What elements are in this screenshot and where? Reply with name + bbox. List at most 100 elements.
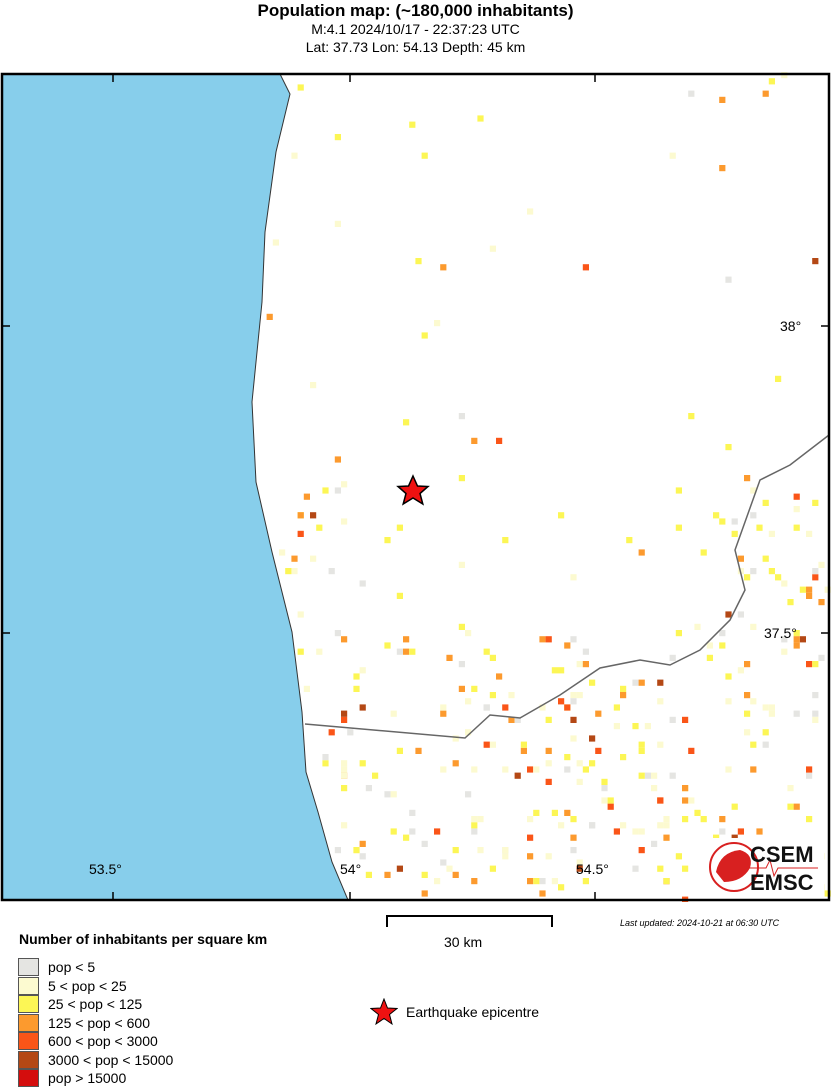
population-cell	[750, 512, 757, 519]
population-cell	[409, 828, 416, 835]
population-cell	[471, 437, 478, 444]
population-cell	[719, 828, 726, 835]
population-cell	[818, 599, 825, 606]
population-cell	[527, 853, 534, 860]
epicentre-star-icon[interactable]	[396, 474, 430, 506]
population-cell	[297, 512, 304, 519]
population-cell	[334, 134, 341, 141]
population-cell	[775, 375, 782, 382]
population-cell	[551, 809, 558, 816]
population-cell	[787, 785, 794, 792]
population-cell	[489, 865, 496, 872]
population-cell	[725, 276, 732, 283]
population-cell	[719, 518, 726, 525]
population-cell	[403, 834, 410, 841]
population-cell	[502, 766, 509, 773]
population-cell	[514, 716, 521, 723]
population-cell	[682, 785, 689, 792]
population-cell	[744, 729, 751, 736]
population-cell	[663, 822, 670, 829]
population-cell	[384, 642, 391, 649]
event-info: M:4.1 2024/10/17 - 22:37:23 UTC	[311, 21, 520, 37]
legend-epicentre: Earthquake epicentre	[370, 998, 539, 1026]
population-cell	[545, 747, 552, 754]
lon-tick-label: 54.5°	[576, 861, 609, 877]
population-cell	[396, 592, 403, 599]
population-cell	[762, 499, 769, 506]
population-cell	[750, 698, 757, 705]
population-cell	[812, 692, 819, 699]
population-cell	[291, 568, 298, 575]
population-cell	[558, 512, 565, 519]
population-cell	[533, 809, 540, 816]
population-cell	[310, 382, 317, 389]
population-cell	[613, 704, 620, 711]
lat-tick-label: 37.5°	[764, 625, 797, 641]
population-cell	[396, 747, 403, 754]
population-cell	[737, 555, 744, 562]
population-cell	[421, 152, 428, 159]
population-cell	[620, 685, 627, 692]
population-cell	[589, 735, 596, 742]
population-cell	[477, 816, 484, 823]
population-map[interactable]	[0, 72, 831, 902]
population-cell	[719, 816, 726, 823]
population-cell	[452, 847, 459, 854]
population-cell	[570, 692, 577, 699]
population-cell	[316, 648, 323, 655]
population-cell	[291, 555, 298, 562]
population-cell	[694, 623, 701, 630]
population-cell	[322, 487, 329, 494]
population-cell	[576, 760, 583, 767]
lon-tick-label: 54°	[340, 861, 362, 877]
population-cell	[452, 871, 459, 878]
population-cell	[471, 685, 478, 692]
lon-tick-label: 53.5°	[89, 861, 122, 877]
population-cell	[471, 766, 478, 773]
population-cell	[812, 499, 819, 506]
population-cell	[793, 642, 800, 649]
population-cell	[700, 816, 707, 823]
legend-title: Number of inhabitants per square km	[19, 931, 268, 947]
population-cell	[700, 549, 707, 556]
population-cell	[310, 555, 317, 562]
population-cell	[744, 692, 751, 699]
population-cell	[638, 741, 645, 748]
population-cell	[607, 803, 614, 810]
population-cell	[353, 847, 360, 854]
population-cell	[657, 741, 664, 748]
population-cell	[483, 648, 490, 655]
population-cell	[533, 766, 540, 773]
population-cell	[626, 537, 633, 544]
population-cell	[806, 661, 813, 668]
population-cell	[551, 878, 558, 885]
population-cell	[688, 413, 695, 420]
population-cell	[731, 803, 738, 810]
population-cell	[452, 735, 459, 742]
population-cell	[589, 679, 596, 686]
population-cell	[316, 524, 323, 531]
population-cell	[669, 772, 676, 779]
population-cell	[520, 747, 527, 754]
svg-text:EMSC: EMSC	[750, 870, 814, 895]
population-cell	[781, 636, 788, 643]
population-cell	[719, 630, 726, 637]
population-cell	[806, 816, 813, 823]
population-cell	[582, 766, 589, 773]
population-cell	[756, 524, 763, 531]
population-cell	[750, 487, 757, 494]
population-cell	[793, 803, 800, 810]
population-cell	[452, 760, 459, 767]
population-cell	[793, 506, 800, 513]
population-cell	[359, 760, 366, 767]
population-cell	[421, 890, 428, 897]
population-cell	[415, 258, 422, 265]
population-cell	[303, 685, 310, 692]
population-cell	[570, 636, 577, 643]
population-cell	[688, 90, 695, 97]
population-cell	[644, 772, 651, 779]
population-cell	[558, 667, 565, 674]
population-cell	[669, 152, 676, 159]
population-cell	[632, 865, 639, 872]
population-cell	[638, 847, 645, 854]
